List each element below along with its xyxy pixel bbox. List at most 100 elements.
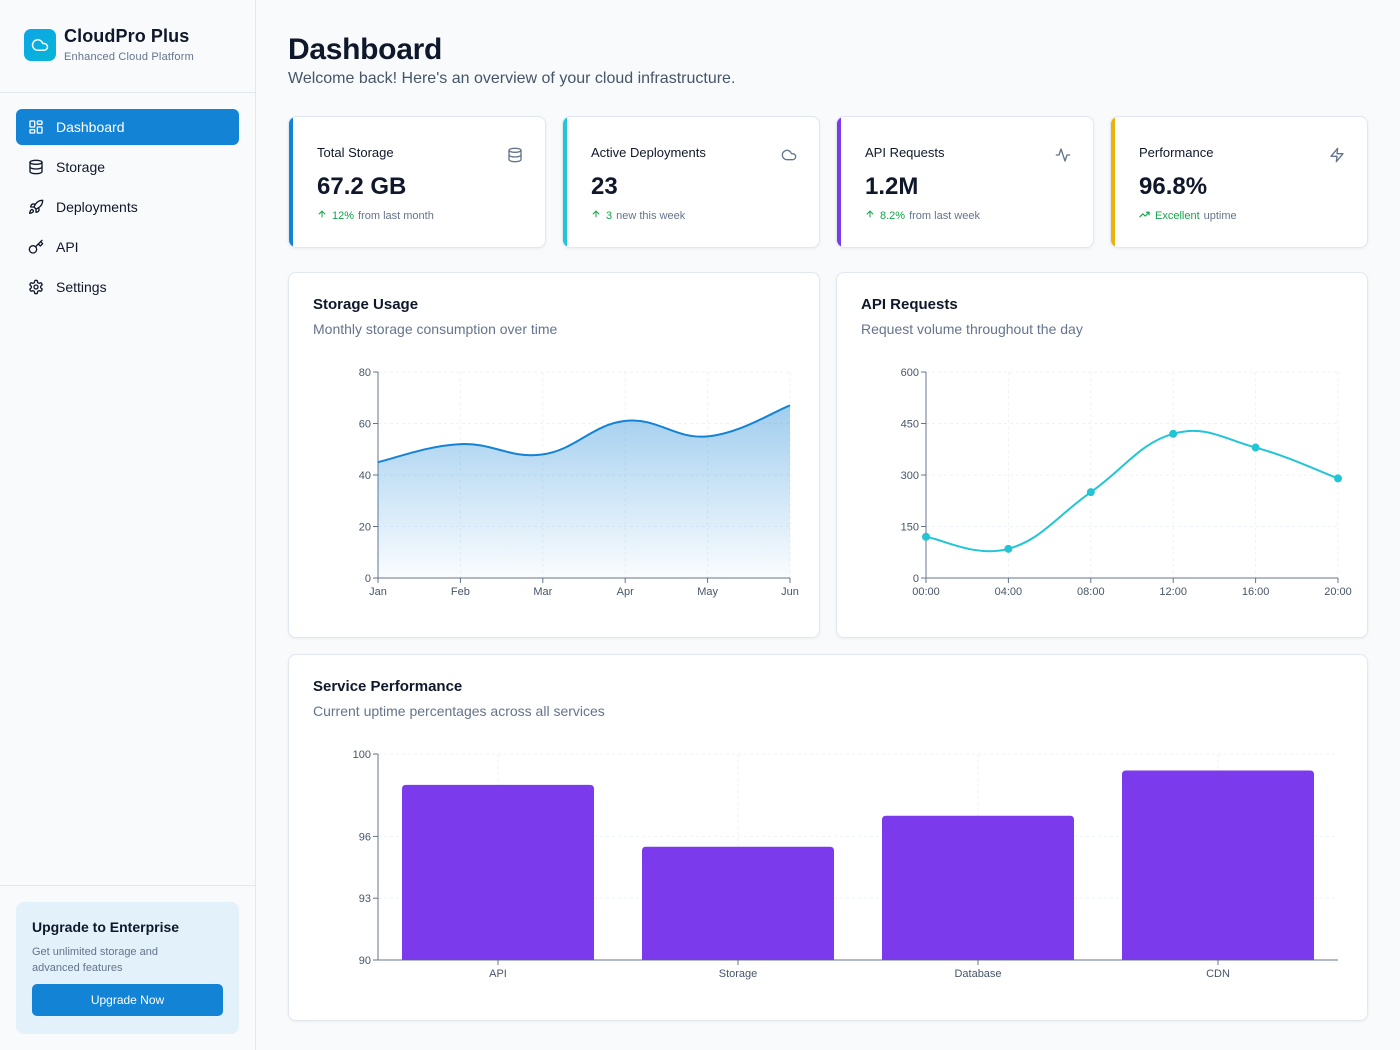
trending-up-icon (1139, 209, 1150, 223)
x-tick-label: Jan (369, 586, 387, 598)
stat-change-value: 3 (606, 209, 613, 222)
x-tick-label: Feb (451, 586, 470, 598)
sidebar: CloudPro Plus Enhanced Cloud Platform Da… (0, 0, 256, 1050)
x-tick-label: Jun (781, 586, 799, 598)
stat-accent (1111, 117, 1115, 247)
stat-accent (289, 117, 293, 247)
y-tick-label: 0 (365, 573, 371, 585)
upgrade-section: Upgrade to Enterprise Get unlimited stor… (0, 885, 255, 1050)
stat-change-suffix: from last month (358, 209, 434, 222)
x-tick-label: Apr (617, 586, 634, 598)
brand-subtitle: Enhanced Cloud Platform (64, 51, 194, 63)
y-tick-label: 0 (913, 573, 919, 585)
api-requests-card: API Requests Request volume throughout t… (836, 272, 1368, 638)
stat-change-suffix: from last week (909, 209, 980, 222)
performance-bar (882, 815, 1074, 960)
x-tick-label: CDN (1206, 968, 1230, 980)
sidebar-item-storage[interactable]: Storage (16, 149, 239, 185)
y-tick-label: 93 (359, 893, 371, 905)
y-tick-label: 100 (353, 749, 371, 761)
y-tick-label: 20 (359, 522, 371, 534)
api-data-point (1086, 488, 1095, 497)
x-tick-label: Storage (719, 968, 758, 980)
stat-value: 23 (591, 173, 618, 200)
sidebar-item-label: Storage (56, 159, 106, 175)
stat-title: Active Deployments (591, 145, 706, 160)
x-tick-label: 16:00 (1242, 586, 1270, 598)
sidebar-item-api[interactable]: API (16, 229, 239, 265)
storage-area-fill (378, 405, 790, 578)
grid-icon (28, 119, 44, 135)
stat-change: Excellent uptime (1139, 209, 1237, 223)
x-tick-label: Database (954, 968, 1001, 980)
upgrade-text: Get unlimited storage and advanced featu… (32, 946, 158, 974)
stat-title: Total Storage (317, 145, 394, 160)
x-tick-label: May (697, 586, 718, 598)
service-performance-chart: 90 93 96 100 API Storage Database CDN (353, 749, 1338, 980)
lightning-icon (1329, 147, 1345, 163)
stat-change: 8.2% from last week (865, 209, 980, 222)
api-data-point (1334, 474, 1342, 483)
stat-accent (563, 117, 567, 247)
y-tick-label: 96 (359, 831, 371, 843)
api-data-point (1169, 429, 1178, 438)
stat-card-performance: Performance 96.8% Excellent uptime (1110, 116, 1368, 248)
stats-row: Total Storage 67.2 GB 12% from last mont… (288, 116, 1368, 248)
arrow-up-icon (865, 209, 875, 222)
card-title: Service Performance (313, 678, 463, 695)
y-tick-label: 300 (901, 470, 919, 482)
stat-value: 96.8% (1139, 173, 1208, 200)
sidebar-item-label: Deployments (56, 199, 138, 215)
storage-series-line (377, 404, 791, 464)
stat-card-total-storage: Total Storage 67.2 GB 12% from last mont… (288, 116, 546, 248)
api-data-point (1004, 544, 1013, 553)
sidebar-item-dashboard[interactable]: Dashboard (16, 109, 239, 145)
page-title: Dashboard (288, 33, 442, 66)
card-subtitle: Monthly storage consumption over time (313, 321, 558, 337)
y-tick-label: 450 (901, 419, 919, 431)
card-title: API Requests (861, 296, 958, 313)
performance-bar (642, 846, 834, 960)
arrow-up-icon (591, 209, 601, 222)
key-icon (28, 239, 44, 255)
x-tick-label: 04:00 (995, 586, 1023, 598)
performance-bar (402, 784, 594, 960)
stat-change-suffix: new this week (616, 209, 686, 222)
stat-change-suffix: uptime (1203, 210, 1237, 222)
arrow-up-icon (317, 209, 327, 222)
storage-usage-chart: 0 20 40 60 80 Jan Feb Mar Apr May Jun (359, 367, 799, 598)
card-subtitle: Current uptime percentages across all se… (313, 703, 605, 719)
storage-usage-card: Storage Usage Monthly storage consumptio… (288, 272, 820, 638)
brand[interactable]: CloudPro Plus Enhanced Cloud Platform (0, 0, 255, 93)
x-tick-label: 12:00 (1159, 586, 1187, 598)
y-tick-label: 40 (359, 470, 371, 482)
y-tick-label: 90 (359, 955, 371, 967)
gear-icon (28, 279, 44, 295)
stat-change-value: 12% (332, 209, 355, 222)
sidebar-item-label: Dashboard (56, 119, 125, 135)
stat-value: 1.2M (865, 173, 919, 200)
stat-accent (837, 117, 841, 247)
stat-change: 3 new this week (591, 209, 685, 222)
sidebar-item-deployments[interactable]: Deployments (16, 189, 239, 225)
database-icon (28, 159, 44, 175)
sidebar-item-settings[interactable]: Settings (16, 269, 239, 305)
y-tick-label: 600 (901, 367, 919, 379)
y-tick-label: 60 (359, 419, 371, 431)
stat-title: API Requests (865, 145, 945, 160)
stat-card-api-requests: API Requests 1.2M 8.2% from last week (836, 116, 1094, 248)
y-tick-label: 80 (359, 367, 371, 379)
cloud-icon (781, 147, 797, 163)
upgrade-card: Upgrade to Enterprise Get unlimited stor… (16, 902, 239, 1034)
page-subtitle: Welcome back! Here's an overview of your… (288, 70, 736, 87)
stat-title: Performance (1139, 145, 1214, 160)
y-tick-label: 150 (901, 522, 919, 534)
stat-change-value: 8.2% (880, 209, 906, 222)
upgrade-button[interactable]: Upgrade Now (32, 984, 223, 1016)
brand-name: CloudPro Plus (64, 26, 190, 46)
rocket-icon (28, 199, 44, 215)
performance-bar (1122, 770, 1314, 960)
sidebar-nav: Dashboard Storage Deployments API Settin… (0, 93, 255, 305)
api-data-point (1251, 443, 1260, 452)
x-tick-label: Mar (533, 586, 552, 598)
